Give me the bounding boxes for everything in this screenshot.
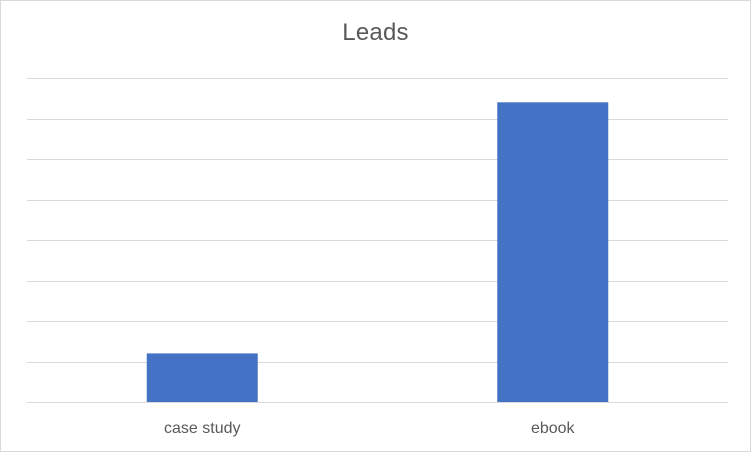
bar-case-study (146, 353, 258, 402)
x-tick-label: case study (164, 420, 240, 437)
category-labels: case study ebook (164, 420, 576, 437)
x-tick-label: ebook (531, 420, 576, 437)
bars (146, 102, 609, 403)
chart-title: Leads (342, 19, 409, 46)
gridlines (27, 78, 728, 403)
bar-ebook (497, 102, 609, 403)
